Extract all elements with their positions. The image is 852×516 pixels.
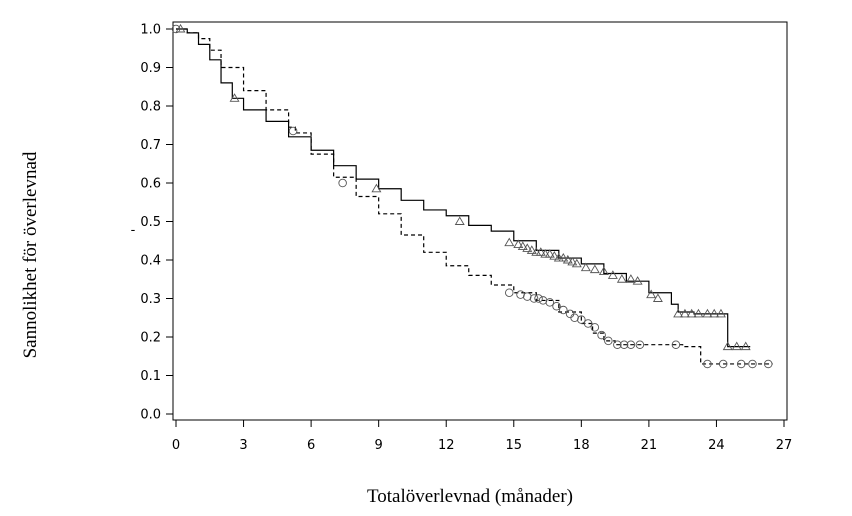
censor-triangle-marker (646, 289, 657, 299)
censor-circle-marker (763, 359, 773, 369)
censor-circle-marker (577, 315, 586, 324)
censor-triangle-marker (731, 341, 742, 351)
censor-circle-marker (597, 330, 606, 340)
censor-triangle-marker (715, 308, 726, 318)
censor-circle-marker (590, 323, 600, 332)
censor-triangle-marker (526, 245, 537, 254)
censor-triangle-marker (702, 308, 713, 318)
censor-circle-marker (171, 24, 181, 34)
censor-circle-marker (671, 340, 681, 349)
censor-markers (171, 23, 773, 369)
x-tick-label: 27 (776, 438, 793, 453)
y-tick-label: 0.4 (140, 254, 161, 269)
plot-frame (172, 21, 788, 421)
x-tick-label: 24 (708, 438, 725, 453)
censor-triangle-marker (454, 216, 465, 225)
x-tick-label: 9 (375, 438, 383, 453)
censor-circle-marker (635, 340, 645, 349)
censor-triangle-marker (549, 251, 560, 260)
censor-triangle-marker (544, 249, 555, 258)
censor-triangle-marker (616, 274, 627, 283)
censor-triangle-marker (371, 183, 382, 193)
censor-triangle-marker (722, 341, 733, 351)
censor-circle-marker (718, 359, 728, 369)
y-tick-label: 0.2 (140, 331, 161, 346)
censor-circle-marker (626, 340, 636, 349)
censor-triangle-marker (513, 239, 524, 249)
y-tick-label: 1.0 (140, 23, 161, 38)
y-tick-label: 0.5 (140, 215, 161, 230)
censor-circle-marker (619, 340, 629, 349)
x-axis-ticks: 0 3 6 9 12 15 18 21 24 27 (172, 420, 792, 453)
censor-circle-marker (736, 359, 746, 369)
y-tick-label: 0.1 (140, 369, 161, 384)
censor-triangle-marker (679, 308, 690, 318)
x-tick-label: 21 (641, 438, 658, 453)
censor-triangle-marker (562, 254, 573, 264)
censor-triangle-marker (740, 341, 751, 351)
x-axis-title: Totalöverlevnad (månader) (367, 486, 573, 507)
censor-triangle-marker (632, 276, 643, 285)
censor-circle-marker (534, 294, 543, 303)
censor-triangle-marker (517, 241, 528, 250)
censor-circle-marker (748, 359, 757, 369)
x-tick-label: 6 (307, 438, 315, 453)
x-tick-label: 3 (239, 438, 247, 453)
x-tick-label: 12 (438, 438, 455, 453)
censor-circle-marker (505, 288, 514, 297)
censor-triangle-marker (607, 270, 618, 279)
censor-triangle-marker (652, 293, 663, 302)
x-tick-label: 0 (172, 438, 180, 453)
y-tick-label: 0.3 (140, 292, 161, 307)
censor-triangle-marker (589, 264, 600, 274)
y-axis-ticks: 0.0 0.1 0.2 0.3 0.4 0.5 0.6 0.7 0.8 0.9 1.0 (140, 23, 173, 423)
x-tick-label: 18 (573, 438, 590, 453)
censor-triangle-marker (229, 93, 240, 102)
censor-triangle-marker (625, 274, 636, 283)
censor-circle-marker (613, 340, 622, 349)
censor-triangle-marker (693, 308, 704, 318)
censor-circle-marker (559, 305, 568, 315)
series-1-solid-curve (176, 28, 751, 348)
censor-triangle-marker (709, 308, 720, 318)
censor-triangle-marker (580, 262, 591, 272)
censor-triangle-marker (504, 237, 515, 247)
censor-triangle-marker (673, 308, 684, 318)
y-axis-title: Sannolikhet för överlevnad (20, 151, 41, 358)
censor-triangle-marker (175, 23, 186, 33)
censor-circle-marker (604, 336, 613, 346)
censor-triangle-marker (567, 256, 578, 266)
censor-triangle-marker (571, 258, 582, 268)
x-tick-label: 15 (506, 438, 523, 453)
censor-circle-marker (703, 359, 712, 369)
censor-circle-marker (545, 298, 555, 307)
stray-mark: - (131, 223, 136, 238)
censor-circle-marker (338, 178, 347, 188)
censor-circle-marker (583, 319, 593, 328)
censor-triangle-marker (598, 266, 609, 275)
y-tick-label: 0.0 (140, 408, 161, 423)
series-layer (176, 28, 773, 365)
censor-triangle-marker (535, 247, 546, 256)
y-tick-label: 0.7 (140, 138, 161, 153)
censor-circle-marker (565, 309, 575, 319)
y-tick-label: 0.6 (140, 177, 161, 192)
y-tick-label: 0.8 (140, 100, 161, 115)
censor-circle-marker (288, 126, 298, 136)
censor-triangle-marker (522, 243, 533, 252)
censor-triangle-marker (558, 252, 569, 262)
censor-circle-marker (529, 294, 539, 303)
y-tick-label: 0.9 (140, 61, 161, 76)
censor-triangle-marker (686, 308, 697, 318)
series-2-dashed-curve (176, 28, 773, 365)
censor-circle-marker (552, 301, 561, 311)
